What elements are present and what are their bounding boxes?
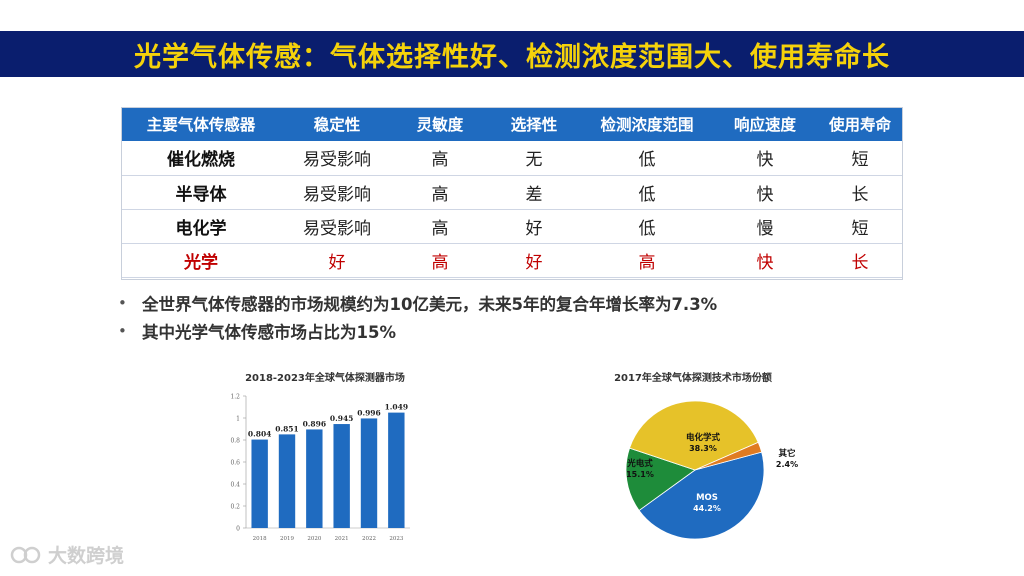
row-label: 光学 xyxy=(121,243,281,278)
slide-title: 光学气体传感：气体选择性好、检测浓度范围大、使用寿命长 xyxy=(134,41,890,73)
pie-slice-value: 38.3% xyxy=(689,444,717,453)
bar-value-label: 0.945 xyxy=(330,414,354,423)
pie-slice-label: 电化学式 xyxy=(686,432,721,443)
table-row: 催化燃烧 易受影响 高 无 低 快 短 xyxy=(121,141,903,176)
table-cell: 短 xyxy=(817,209,903,244)
table-cell: 长 xyxy=(817,243,903,278)
table-cell: 低 xyxy=(581,175,713,210)
table-cell: 好 xyxy=(281,243,393,278)
bullet-item: • 其中光学气体传感市场占比为15% xyxy=(118,317,717,345)
table-header-row: 主要气体传感器 稳定性 灵敏度 选择性 检测浓度范围 响应速度 使用寿命 xyxy=(121,107,903,141)
pie-slice-value: 44.2% xyxy=(693,504,721,513)
bar xyxy=(388,412,405,528)
bar xyxy=(278,434,296,528)
pie-slice-value: 15.1% xyxy=(626,470,654,479)
table-cell: 好 xyxy=(487,209,581,244)
x-tick-label: 2021 xyxy=(335,536,349,542)
header-cell: 主要气体传感器 xyxy=(121,107,281,141)
row-label: 电化学 xyxy=(121,209,281,244)
pie-slice xyxy=(625,447,696,511)
header-cell: 使用寿命 xyxy=(817,107,903,141)
table-cell: 低 xyxy=(581,209,713,244)
table-cell: 易受影响 xyxy=(281,175,393,210)
y-tick-label: 0.6 xyxy=(230,460,240,467)
pie-slice-label: MOS xyxy=(696,493,718,503)
bullet-text: 全世界气体传感器的市场规模约为10亿美元，未来5年的复合年增长率为7.3% xyxy=(142,295,718,314)
pie-slice xyxy=(629,400,759,471)
bar-value-label: 0.804 xyxy=(248,430,271,439)
y-tick-label: 1.2 xyxy=(230,394,240,401)
pie-slice xyxy=(638,451,765,540)
table-cell: 差 xyxy=(487,175,581,210)
x-tick-label: 2019 xyxy=(280,536,294,542)
pie-slice-label: 光电式 xyxy=(626,458,653,469)
bullet-icon: • xyxy=(118,294,127,312)
x-tick-label: 2020 xyxy=(307,536,321,542)
bar xyxy=(360,418,378,528)
bar-value-label: 0.996 xyxy=(357,408,381,417)
bullet-list: • 全世界气体传感器的市场规模约为10亿美元，未来5年的复合年增长率为7.3% … xyxy=(118,289,717,345)
y-tick-label: 0.8 xyxy=(230,438,240,445)
bullet-icon: • xyxy=(118,322,127,340)
table-cell: 好 xyxy=(487,243,581,278)
y-tick-label: 0.4 xyxy=(230,482,240,489)
table-cell: 高 xyxy=(393,209,487,244)
row-label: 催化燃烧 xyxy=(121,141,281,176)
table-row: 电化学 易受影响 高 好 低 慢 短 xyxy=(121,209,903,244)
bar xyxy=(251,439,268,528)
header-cell: 检测浓度范围 xyxy=(581,107,713,141)
bullet-item: • 全世界气体传感器的市场规模约为10亿美元，未来5年的复合年增长率为7.3% xyxy=(118,289,717,317)
bar-chart: 0 0.2 0.4 0.6 0.8 1 1.2 0.804 2018 0.851 2019 0.896… xyxy=(230,394,410,542)
table-cell: 快 xyxy=(713,175,817,210)
header-cell: 响应速度 xyxy=(713,107,817,141)
header-cell: 灵敏度 xyxy=(393,107,487,141)
y-tick-label: 1 xyxy=(236,416,240,423)
watermark-logo-icon xyxy=(10,546,41,563)
x-tick-label: 2022 xyxy=(362,536,376,542)
bar xyxy=(333,424,350,528)
pie-slice xyxy=(694,441,763,471)
watermark-text: 大数跨境 xyxy=(48,545,125,567)
x-tick-label: 2023 xyxy=(389,536,403,542)
pie-chart-title: 2017年全球气体探测技术市场份额 xyxy=(614,373,772,384)
sensor-comparison-table: 主要气体传感器 稳定性 灵敏度 选择性 检测浓度范围 响应速度 使用寿命 催化燃… xyxy=(121,107,903,278)
table-cell: 高 xyxy=(393,141,487,176)
table-cell: 易受影响 xyxy=(281,141,393,176)
header-cell: 选择性 xyxy=(487,107,581,141)
table-cell: 快 xyxy=(713,141,817,176)
bar-value-label: 1.049 xyxy=(385,403,409,412)
table-cell: 慢 xyxy=(713,209,817,244)
title-bar: 光学气体传感：气体选择性好、检测浓度范围大、使用寿命长 xyxy=(0,31,1024,77)
row-label: 半导体 xyxy=(121,175,281,210)
bar-value-label: 0.851 xyxy=(275,424,299,433)
table-cell: 低 xyxy=(581,141,713,176)
bar-chart-title: 2018-2023年全球气体探测器市场 xyxy=(245,373,405,384)
bullet-text: 其中光学气体传感市场占比为15% xyxy=(142,323,396,342)
y-tick-label: 0 xyxy=(236,526,240,533)
pie-slice-label: 其它 xyxy=(778,448,795,459)
table-cell: 无 xyxy=(487,141,581,176)
table-cell: 易受影响 xyxy=(281,209,393,244)
header-cell: 稳定性 xyxy=(281,107,393,141)
table-row-highlighted: 光学 好 高 好 高 快 长 xyxy=(121,243,903,278)
pie-slice-value: 2.4% xyxy=(776,460,798,469)
bar-value-label: 0.896 xyxy=(303,419,327,428)
watermark: 大数跨境 xyxy=(10,541,124,568)
table-cell: 高 xyxy=(581,243,713,278)
table-cell: 长 xyxy=(817,175,903,210)
table-cell: 快 xyxy=(713,243,817,278)
bar xyxy=(306,429,323,528)
table-cell: 高 xyxy=(393,175,487,210)
table-row: 半导体 易受影响 高 差 低 快 长 xyxy=(121,175,903,210)
table-cell: 短 xyxy=(817,141,903,176)
y-tick-label: 0.2 xyxy=(230,504,240,511)
table-cell: 高 xyxy=(393,243,487,278)
x-tick-label: 2018 xyxy=(253,536,267,542)
